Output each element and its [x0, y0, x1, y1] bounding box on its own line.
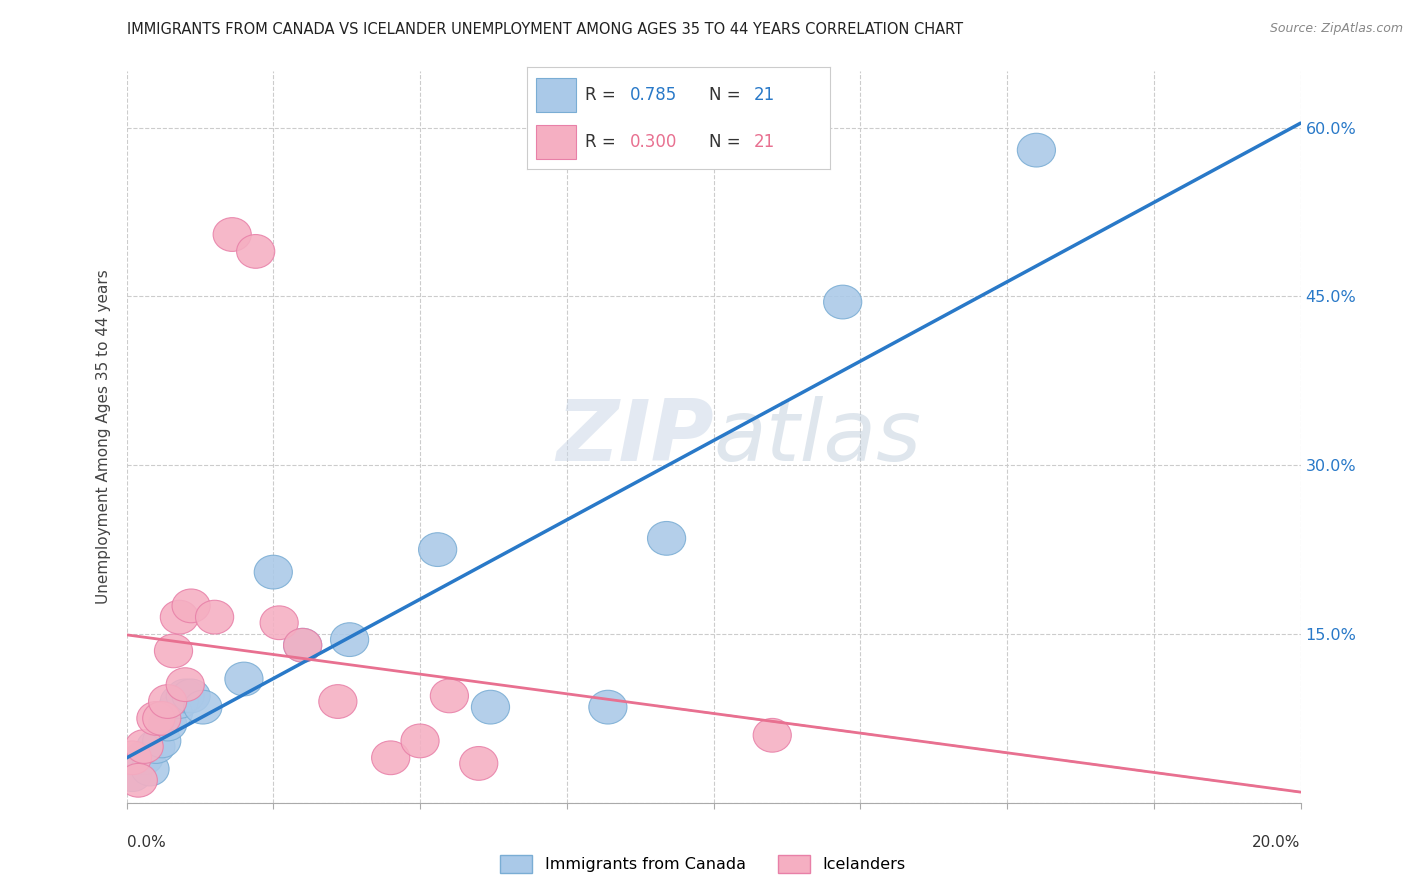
Text: Source: ZipAtlas.com: Source: ZipAtlas.com	[1270, 22, 1403, 36]
Ellipse shape	[160, 685, 198, 718]
Ellipse shape	[419, 533, 457, 566]
Ellipse shape	[195, 600, 233, 634]
Text: 0.0%: 0.0%	[127, 836, 166, 850]
Ellipse shape	[460, 747, 498, 780]
Ellipse shape	[149, 707, 187, 741]
Ellipse shape	[330, 623, 368, 657]
Ellipse shape	[214, 218, 252, 252]
Ellipse shape	[371, 741, 409, 774]
Ellipse shape	[120, 764, 157, 797]
Ellipse shape	[471, 690, 509, 724]
Ellipse shape	[254, 555, 292, 589]
Text: R =: R =	[585, 87, 620, 104]
Text: IMMIGRANTS FROM CANADA VS ICELANDER UNEMPLOYMENT AMONG AGES 35 TO 44 YEARS CORRE: IMMIGRANTS FROM CANADA VS ICELANDER UNEM…	[127, 22, 963, 37]
Ellipse shape	[260, 606, 298, 640]
Ellipse shape	[160, 600, 198, 634]
Ellipse shape	[648, 522, 686, 555]
Text: N =: N =	[709, 133, 745, 151]
Ellipse shape	[319, 685, 357, 718]
Ellipse shape	[114, 758, 152, 791]
Ellipse shape	[131, 752, 169, 786]
Ellipse shape	[125, 741, 163, 774]
Ellipse shape	[125, 730, 163, 764]
Text: ZIP: ZIP	[555, 395, 713, 479]
Ellipse shape	[136, 730, 174, 764]
Ellipse shape	[142, 701, 181, 735]
Ellipse shape	[155, 696, 193, 730]
Ellipse shape	[430, 679, 468, 713]
Bar	[536, 126, 575, 159]
Ellipse shape	[172, 679, 209, 713]
Ellipse shape	[824, 285, 862, 319]
Text: atlas: atlas	[713, 395, 921, 479]
Text: 21: 21	[754, 87, 775, 104]
Text: 0.300: 0.300	[630, 133, 678, 151]
Legend: Immigrants from Canada, Icelanders: Immigrants from Canada, Icelanders	[494, 848, 912, 880]
Ellipse shape	[184, 690, 222, 724]
Ellipse shape	[166, 679, 204, 713]
Ellipse shape	[284, 628, 322, 662]
Ellipse shape	[114, 741, 152, 774]
Ellipse shape	[284, 628, 322, 662]
Ellipse shape	[155, 634, 193, 668]
Ellipse shape	[166, 668, 204, 701]
Bar	[536, 78, 575, 112]
Ellipse shape	[1018, 133, 1056, 167]
Ellipse shape	[142, 724, 181, 758]
Text: 20.0%: 20.0%	[1253, 836, 1301, 850]
Ellipse shape	[589, 690, 627, 724]
Text: R =: R =	[585, 133, 620, 151]
Text: 21: 21	[754, 133, 775, 151]
Text: 0.785: 0.785	[630, 87, 678, 104]
Text: N =: N =	[709, 87, 745, 104]
Ellipse shape	[149, 685, 187, 718]
Ellipse shape	[172, 589, 209, 623]
Ellipse shape	[754, 718, 792, 752]
Ellipse shape	[401, 724, 439, 758]
Ellipse shape	[136, 701, 174, 735]
Ellipse shape	[236, 235, 274, 268]
Y-axis label: Unemployment Among Ages 35 to 44 years: Unemployment Among Ages 35 to 44 years	[96, 269, 111, 605]
Ellipse shape	[225, 662, 263, 696]
